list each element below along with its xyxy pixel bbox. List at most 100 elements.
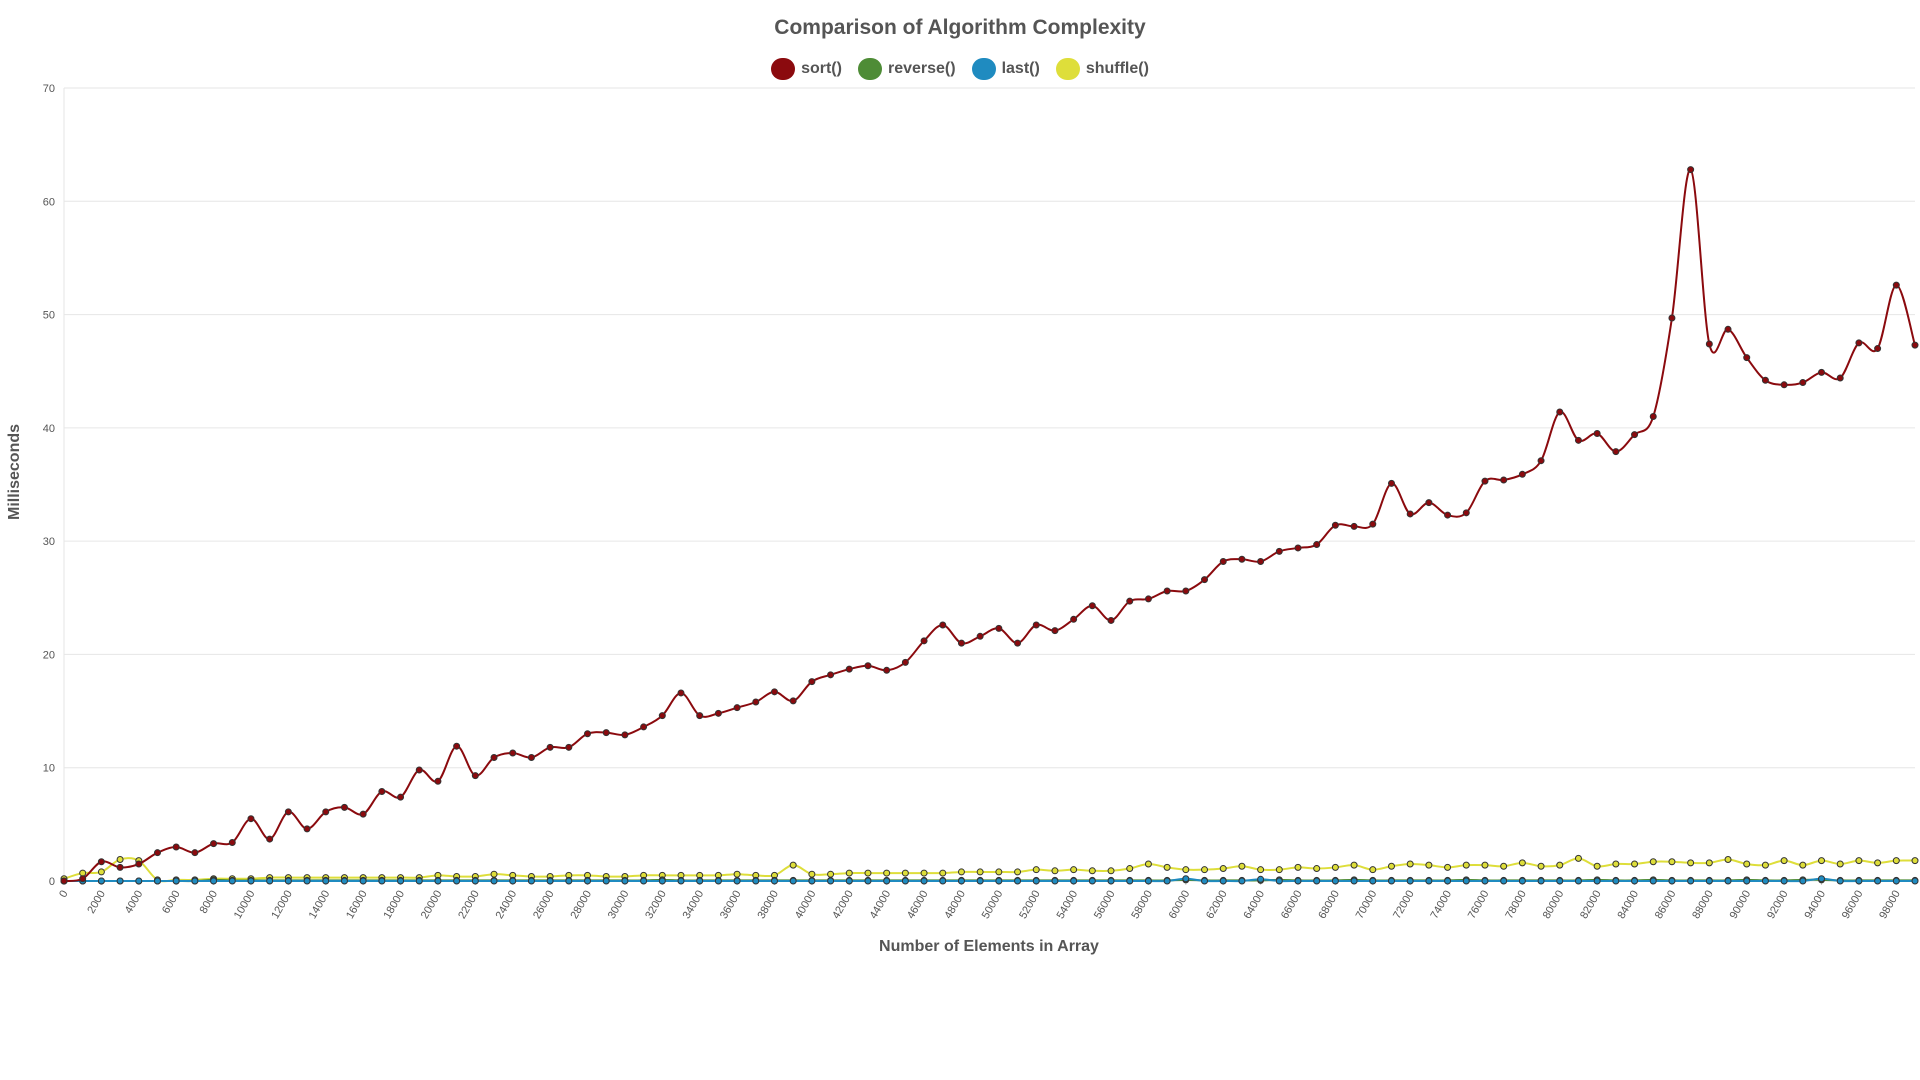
- data-point-shuffle: [808, 870, 816, 878]
- data-point-last: [920, 877, 928, 885]
- data-point-last: [1126, 877, 1134, 885]
- data-point-last: [1818, 875, 1826, 883]
- x-tick-label: 4000: [123, 889, 146, 916]
- x-tick-label: 14000: [307, 889, 333, 921]
- data-point-shuffle: [1070, 866, 1078, 874]
- data-point-shuffle: [1014, 868, 1022, 876]
- data-point-shuffle: [1556, 861, 1564, 869]
- data-point-sort: [359, 810, 367, 818]
- data-point-shuffle: [1892, 857, 1900, 865]
- x-tick-label: 92000: [1765, 889, 1791, 921]
- data-point-shuffle: [1574, 854, 1582, 862]
- data-point-sort: [509, 749, 517, 757]
- data-point-last: [1238, 877, 1246, 885]
- data-point-last: [995, 877, 1003, 885]
- data-point-last: [845, 877, 853, 885]
- data-point-last: [1668, 877, 1676, 885]
- data-point-last: [1350, 877, 1358, 885]
- data-point-last: [1144, 877, 1152, 885]
- legend-item-reverse[interactable]: reverse(): [857, 58, 956, 80]
- data-point-last: [191, 877, 199, 885]
- data-point-sort: [1444, 511, 1452, 519]
- data-point-sort: [1144, 595, 1152, 603]
- data-point-last: [565, 877, 573, 885]
- data-point-sort: [1649, 413, 1657, 421]
- x-tick-label: 38000: [755, 889, 781, 921]
- data-point-sort: [1818, 368, 1826, 376]
- data-point-shuffle: [1761, 861, 1769, 869]
- data-point-shuffle: [1294, 863, 1302, 871]
- data-point-shuffle: [1238, 862, 1246, 870]
- data-point-sort: [1257, 558, 1265, 566]
- data-point-last: [378, 877, 386, 885]
- data-point-sort: [527, 754, 535, 762]
- data-point-last: [210, 877, 218, 885]
- data-point-shuffle: [1163, 863, 1171, 871]
- data-point-sort: [153, 849, 161, 857]
- data-point-sort: [1070, 615, 1078, 623]
- data-point-last: [1462, 877, 1470, 885]
- data-point-sort: [883, 666, 891, 674]
- data-point-shuffle: [1107, 867, 1115, 875]
- data-point-last: [1537, 877, 1545, 885]
- data-point-shuffle: [976, 868, 984, 876]
- data-point-last: [1855, 877, 1863, 885]
- data-point-sort: [1462, 509, 1470, 517]
- x-tick-label: 40000: [793, 889, 819, 921]
- x-tick-label: 16000: [344, 889, 370, 921]
- legend-swatch-last: [971, 58, 996, 80]
- legend-item-shuffle[interactable]: shuffle(): [1055, 58, 1149, 80]
- data-point-sort: [1836, 374, 1844, 382]
- data-point-shuffle: [1537, 862, 1545, 870]
- data-point-shuffle: [1051, 867, 1059, 875]
- data-point-last: [1014, 877, 1022, 885]
- data-point-last: [1107, 877, 1115, 885]
- data-point-shuffle: [490, 870, 498, 878]
- data-point-shuffle: [1500, 862, 1508, 870]
- data-point-last: [1518, 877, 1526, 885]
- data-point-sort: [1032, 621, 1040, 629]
- data-point-sort: [976, 632, 984, 640]
- data-point-sort: [1088, 602, 1096, 610]
- data-point-shuffle: [864, 869, 872, 877]
- legend-item-sort[interactable]: sort(): [771, 58, 842, 80]
- data-point-sort: [340, 803, 348, 811]
- x-tick-label: 18000: [381, 889, 407, 921]
- x-tick-label: 26000: [531, 889, 557, 921]
- data-point-shuffle: [1462, 861, 1470, 869]
- legend-swatch-reverse: [857, 58, 882, 80]
- data-point-last: [864, 877, 872, 885]
- x-tick-label: 2000: [85, 889, 108, 916]
- data-point-sort: [939, 621, 947, 629]
- data-point-sort: [1369, 520, 1377, 528]
- data-point-last: [1051, 877, 1059, 885]
- data-point-shuffle: [920, 869, 928, 877]
- data-point-sort: [1761, 376, 1769, 384]
- x-tick-label: 12000: [269, 889, 295, 921]
- data-point-sort: [621, 731, 629, 739]
- x-tick-label: 78000: [1503, 889, 1529, 921]
- data-point-last: [97, 877, 105, 885]
- data-point-last: [1911, 877, 1919, 885]
- data-point-last: [789, 877, 797, 885]
- data-point-shuffle: [1705, 859, 1713, 867]
- data-point-sort: [546, 743, 554, 751]
- data-point-sort: [191, 849, 199, 857]
- data-point-shuffle: [1201, 866, 1209, 874]
- data-point-last: [322, 877, 330, 885]
- legend-item-last[interactable]: last(): [971, 58, 1040, 80]
- data-point-sort: [901, 658, 909, 666]
- data-point-sort: [696, 712, 704, 720]
- data-point-last: [1088, 877, 1096, 885]
- data-point-shuffle: [1481, 861, 1489, 869]
- data-point-last: [509, 877, 517, 885]
- data-point-shuffle: [957, 868, 965, 876]
- data-point-shuffle: [1668, 858, 1676, 866]
- x-tick-label: 52000: [1017, 889, 1043, 921]
- data-point-last: [1705, 877, 1713, 885]
- data-point-shuffle: [1406, 860, 1414, 868]
- y-tick-label: 40: [43, 423, 55, 435]
- data-point-sort: [1313, 541, 1321, 549]
- data-point-last: [453, 877, 461, 885]
